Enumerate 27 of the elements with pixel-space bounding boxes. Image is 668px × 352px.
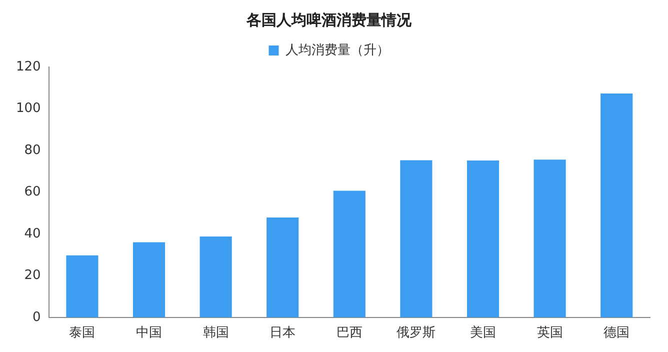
bar [400,160,432,318]
bar [132,242,166,318]
y-tick-label: 100 [16,101,41,116]
bar [600,94,633,318]
y-tick-label: 0 [32,310,41,325]
x-tick-label: 俄罗斯 [396,326,436,341]
x-tick-label: 日本 [270,326,296,341]
x-tick-label: 美国 [470,324,496,341]
chart-title: 各国人均啤酒消费量情况 [246,10,412,29]
bar [66,255,98,318]
bar [534,160,566,318]
bar [200,236,232,318]
x-tick-label: 韩国 [202,326,229,341]
y-tick-label: 80 [24,142,41,158]
x-tick-label: 泰国 [69,326,96,341]
bar [466,160,500,318]
legend-label: 人均消费量（升） [285,42,390,58]
x-tick-label: 英国 [536,326,563,341]
x-tick-label: 中国 [136,326,162,341]
y-tick-label: 40 [24,226,41,242]
y-tick-label: 20 [24,268,41,284]
bar [266,217,299,318]
x-tick-label: 德国 [604,326,630,341]
x-tick-label: 巴西 [336,326,362,341]
bar [333,190,366,318]
y-tick-label: 60 [24,184,41,200]
y-tick-label: 120 [16,59,41,74]
